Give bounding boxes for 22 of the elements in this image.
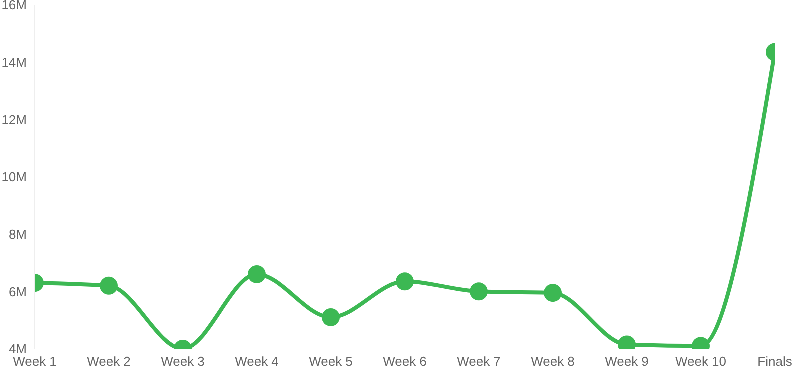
x-tick-label: Week 6	[383, 354, 427, 370]
point	[396, 272, 414, 291]
x-tick-label: Week 9	[605, 354, 649, 370]
x-tick-label: Week 5	[309, 354, 353, 370]
x-tick-label: Week 4	[235, 354, 279, 370]
x-tick-label: Finals	[758, 354, 793, 370]
y-tick-label: 12M	[2, 112, 27, 128]
y-tick-label: 4M	[8, 342, 27, 357]
x-tick-label: Week 3	[161, 354, 205, 370]
x-tick-label: Week 2	[87, 354, 131, 370]
y-tick-label: 10M	[2, 170, 27, 185]
point	[470, 282, 488, 301]
y-tick-label: 14M	[2, 54, 27, 70]
x-tick-label: Week 10	[675, 354, 727, 370]
x-tick-label: Week 1	[13, 354, 57, 370]
point	[248, 265, 266, 284]
x-tick-label: Week 7	[457, 354, 501, 370]
x-tick-label: Week 8	[531, 354, 575, 370]
y-tick-label: 6M	[8, 284, 27, 300]
point	[322, 308, 340, 326]
y-tick-label: 16M	[2, 0, 27, 13]
y-tick-label: 8M	[8, 226, 27, 242]
